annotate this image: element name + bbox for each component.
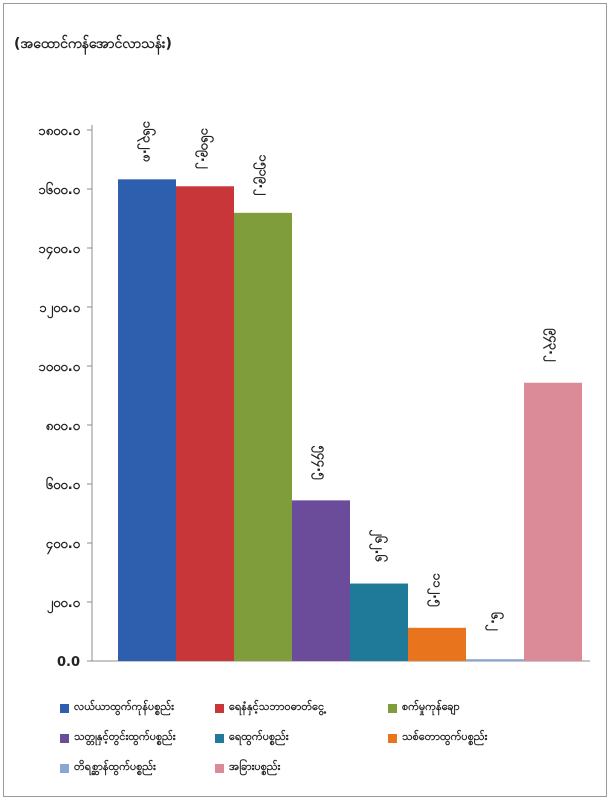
data-label: ၁၆၀၉.၂ <box>195 128 215 169</box>
y-tick-label: ၁၀၀၀.၀ <box>38 360 80 375</box>
legend-item: သတ္တုနှင့်တွင်းထွက်ပစ္စည်း <box>60 730 176 746</box>
legend-swatch <box>60 703 69 713</box>
bar-1 <box>118 179 176 661</box>
y-tick-label: ၁၆၀၀.၀ <box>38 181 80 198</box>
legend-item: အခြားပစ္စည်း <box>215 760 280 776</box>
data-label: ၁၅၁၉.၂ <box>253 155 271 196</box>
data-label: ၁၁၂.၅ <box>427 573 445 607</box>
legend-label: တိရစ္ဆာန်ထွက်ပစ္စည်း <box>74 760 156 773</box>
y-tick-label: 0.0 <box>57 655 80 670</box>
data-label: ၆.၂ <box>485 612 505 631</box>
y-tick-label: ၄၀၀.၀ <box>46 537 81 555</box>
legend-label: စက်မှုကုန်ချော <box>402 700 460 713</box>
bar-5 <box>350 583 408 661</box>
bar-8 <box>524 382 582 661</box>
y-tick-label: ၁၈၀၀.၀ <box>38 124 80 139</box>
y-tick-label: ၆၀၀.၀ <box>46 476 81 493</box>
bar-chart: 0.0 ၂၀၀.၀ ၄၀၀.၀ ၆၀၀.၀ ၈၀၀.၀ ၁၀၀၀.၀ ၁၂၀၀.၀ ၁၄၀၀.… <box>38 121 590 670</box>
legend-swatch <box>215 763 224 773</box>
legend-item: စက်မှုကုန်ချော <box>388 700 460 716</box>
data-label: ၁၆၃၂.၈ <box>137 121 157 162</box>
legend-item: လယ်ယာထွက်ကုန်ပစ္စည်း <box>60 700 174 716</box>
y-tick-label: ၂၀၀.၀ <box>47 596 81 614</box>
data-label: ၉၄၃.၂ <box>543 328 561 362</box>
legend-label: ရေထွက်ပစ္စည်း <box>229 730 289 743</box>
data-label: ၅၄၄.၅ <box>311 445 329 480</box>
legend-swatch <box>215 703 224 713</box>
legend-swatch <box>388 733 397 743</box>
y-axis-unit-label: (အထောင်ကန်အောင်လာသန်း) <box>14 36 172 52</box>
legend-label: လယ်ယာထွက်ကုန်ပစ္စည်း <box>74 700 174 713</box>
y-tick-label: ၈၀၀.၀ <box>46 419 81 434</box>
legend-item: တိရစ္ဆာန်ထွက်ပစ္စည်း <box>60 760 156 776</box>
bar-4 <box>292 500 350 661</box>
legend-item: ရေထွက်ပစ္စည်း <box>215 730 289 746</box>
legend-swatch <box>388 703 397 713</box>
legend-swatch <box>60 763 69 773</box>
legend-label: အခြားပစ္စည်း <box>229 760 281 773</box>
legend-swatch <box>215 733 224 743</box>
legend-label: သစ်တောထွက်ပစ္စည်း <box>402 730 488 743</box>
legend-label: သတ္တုနှင့်တွင်းထွက်ပစ္စည်း <box>74 730 176 743</box>
bar-3 <box>234 212 292 661</box>
legend-swatch <box>60 733 69 743</box>
legend-item: သစ်တောထွက်ပစ္စည်း <box>388 730 487 746</box>
bar-6 <box>408 627 466 661</box>
legend-item: ရေနံနှင့်သဘာဝဓာတ်ငွေ့ <box>215 700 324 716</box>
y-tick-label: ၁၂၀၀.၀ <box>39 301 80 319</box>
y-tick-label: ၁၄၀၀.၀ <box>38 242 80 260</box>
chart-frame <box>3 3 607 797</box>
bar-7 <box>466 659 524 661</box>
legend-label: ရေနံနှင့်သဘာဝဓာတ်ငွေ့ <box>229 700 325 713</box>
data-label: ၂၆၂.၆ <box>369 529 389 562</box>
bar-2 <box>176 186 234 661</box>
